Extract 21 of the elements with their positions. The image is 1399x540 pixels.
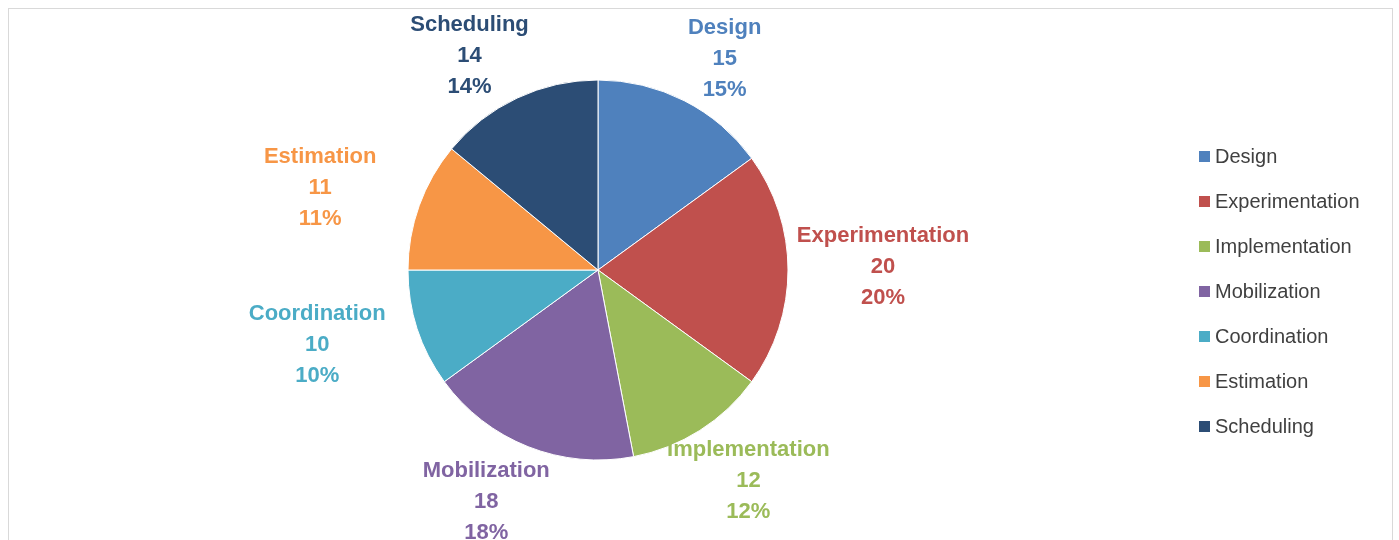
data-label: 15 15% <box>702 44 747 101</box>
data-label: 11 11% <box>298 173 342 230</box>
legend-label: Design <box>1215 145 1278 168</box>
legend-label: Estimation <box>1215 370 1309 393</box>
slice-label: Estimation <box>263 142 377 168</box>
legend-label: Scheduling <box>1215 415 1314 438</box>
data-label: 14 14% <box>447 41 492 98</box>
legend-label: Experimentation <box>1215 190 1360 213</box>
legend-label: Implementation <box>1215 235 1352 258</box>
legend-label: Coordination <box>1215 325 1329 348</box>
data-label: 20 20% <box>860 252 906 309</box>
data-label: 10 10% <box>295 330 340 387</box>
legend-label: Mobilization <box>1215 280 1321 303</box>
slice-label: Mobilization <box>422 456 550 482</box>
slice-label: Implementation <box>667 435 830 461</box>
data-label: 12 12% <box>726 466 771 523</box>
data-label: 18 18% <box>464 487 509 540</box>
slice-label: Scheduling <box>410 10 529 36</box>
slice-label: Coordination <box>248 299 386 325</box>
slice-label: Design <box>687 13 762 39</box>
slice-label: Experimentation <box>796 221 970 247</box>
